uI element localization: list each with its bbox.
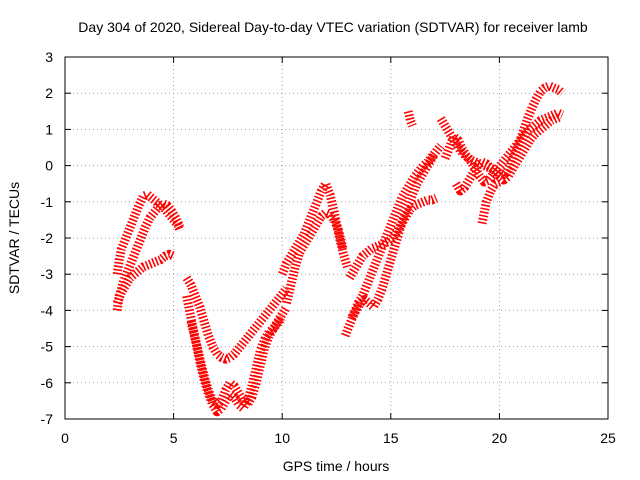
y-tick-label: 1 — [45, 121, 53, 137]
y-tick-label: -5 — [41, 339, 54, 355]
chart-title: Day 304 of 2020, Sidereal Day-to-day VTE… — [78, 19, 588, 35]
data-series-14 — [440, 108, 565, 187]
data-series-16 — [477, 177, 502, 225]
data-series — [112, 81, 566, 417]
y-tick-labels: -7 -6 -5 -4 -3 -2 -1 0 1 2 3 — [41, 49, 54, 427]
data-series-5 — [182, 295, 286, 417]
data-series-2 — [112, 199, 185, 312]
data-series-9 — [341, 142, 445, 338]
x-tick-label: 20 — [492, 430, 508, 446]
x-tick-label: 5 — [170, 430, 178, 446]
data-series-6 — [186, 304, 291, 410]
y-tick-label: 3 — [45, 49, 53, 65]
x-tick-label: 10 — [274, 430, 290, 446]
data-series-11 — [347, 152, 439, 320]
data-series-13 — [436, 81, 566, 181]
data-series-7 — [278, 179, 352, 276]
y-tick-label: -7 — [41, 411, 54, 427]
y-tick-label: -1 — [41, 194, 54, 210]
y-tick-label: 2 — [45, 85, 53, 101]
y-tick-label: 0 — [45, 158, 53, 174]
data-series-4 — [182, 275, 291, 364]
x-tick-label: 0 — [61, 430, 69, 446]
x-tick-label: 15 — [383, 430, 399, 446]
x-axis-label: GPS time / hours — [283, 458, 390, 474]
grid-lines — [65, 57, 608, 419]
y-tick-label: -3 — [41, 266, 54, 282]
plot-frame — [64, 56, 609, 420]
data-series-3 — [112, 249, 176, 305]
x-tick-labels: 0 5 10 15 20 25 — [61, 430, 616, 446]
y-tick-label: -6 — [41, 375, 54, 391]
y-tick-label: -2 — [41, 230, 54, 246]
x-tick-label: 25 — [600, 430, 616, 446]
data-series-8 — [282, 208, 348, 305]
y-tick-label: -4 — [41, 302, 54, 318]
y-axis-label: SDTVAR / TECUs — [6, 182, 22, 294]
